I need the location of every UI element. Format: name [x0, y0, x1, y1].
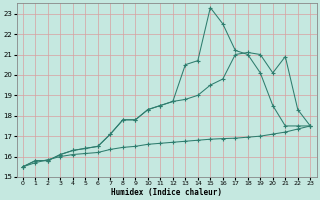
X-axis label: Humidex (Indice chaleur): Humidex (Indice chaleur)	[111, 188, 222, 197]
